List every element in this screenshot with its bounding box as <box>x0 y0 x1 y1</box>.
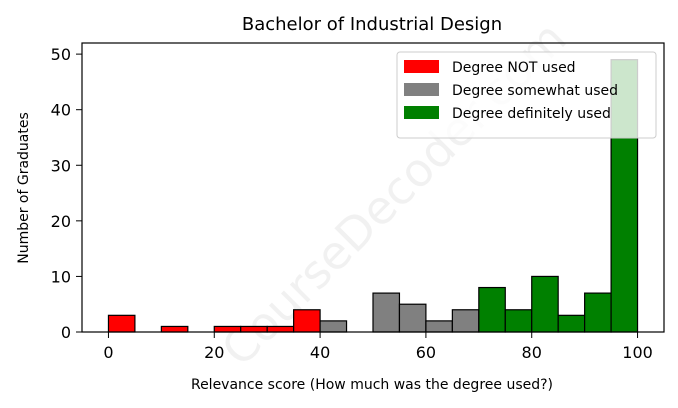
y-tick-label-1: 0 <box>61 323 71 342</box>
bar-2-4 <box>398 303 427 333</box>
y-tick-label-5: 40 <box>51 101 71 120</box>
bar-1-3 <box>160 325 189 333</box>
bar-2-5 <box>425 320 453 333</box>
bar-1-1 <box>107 314 136 333</box>
bar-2-6 <box>451 309 480 333</box>
x-axis-ticks: 0 20 40 60 80 100 <box>103 332 653 362</box>
x-tick-label-6: 100 <box>622 343 653 362</box>
legend-swatch-1 <box>404 60 439 73</box>
legend-label-3: Degree definitely used <box>452 106 611 122</box>
bar-1-8 <box>293 309 321 333</box>
bar-1-7 <box>266 325 295 333</box>
x-tick-label-2: 20 <box>204 343 224 362</box>
legend: Degree NOT used Degree somewhat used Degre… <box>396 51 657 139</box>
bar-3-1 <box>478 286 506 333</box>
y-axis-label: Number of Graduates <box>16 112 32 264</box>
legend-box <box>396 51 657 139</box>
x-tick-label-1: 0 <box>103 343 113 362</box>
bar-2-3 <box>372 292 401 333</box>
legend-label-2: Degree somewhat used <box>452 83 618 99</box>
x-axis-label: Relevance score (How much was the degree… <box>191 377 553 393</box>
bar-1-6 <box>240 325 268 333</box>
plot-area-frame <box>81 42 665 333</box>
y-tick-label-4: 30 <box>51 156 71 175</box>
bar-3-4 <box>557 314 586 333</box>
y-tick-label-2: 10 <box>51 267 71 286</box>
bar-1-5 <box>213 325 242 333</box>
y-tick-label-6: 50 <box>51 45 71 64</box>
x-tick-label-3: 40 <box>310 343 330 362</box>
x-tick-label-4: 60 <box>416 343 436 362</box>
x-tick-label-5: 80 <box>522 343 542 362</box>
bar-3-2 <box>504 309 533 333</box>
chart-title: Bachelor of Industrial Design <box>242 14 502 35</box>
bars-group <box>107 59 639 333</box>
y-tick-label-3: 20 <box>51 212 71 231</box>
bar-3-3 <box>531 275 559 333</box>
bar-3-5 <box>584 292 612 333</box>
bar-2-1 <box>319 320 348 333</box>
legend-label-1: Degree NOT used <box>452 60 576 76</box>
legend-swatch-2 <box>404 83 439 96</box>
legend-swatch-3 <box>404 106 439 119</box>
y-axis-ticks: 0 10 20 30 40 50 <box>51 45 82 342</box>
